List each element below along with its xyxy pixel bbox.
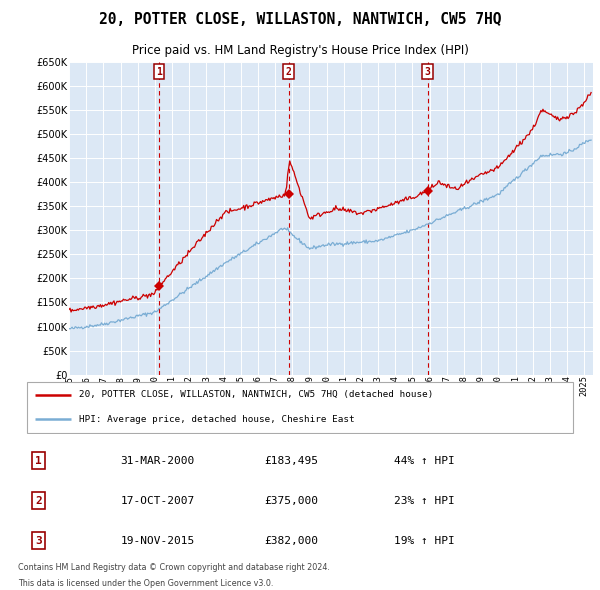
Text: £183,495: £183,495 — [265, 456, 319, 466]
Text: 44% ↑ HPI: 44% ↑ HPI — [394, 456, 455, 466]
Text: 3: 3 — [35, 536, 42, 546]
Text: £375,000: £375,000 — [265, 496, 319, 506]
Text: 19% ↑ HPI: 19% ↑ HPI — [394, 536, 455, 546]
Text: 2: 2 — [35, 496, 42, 506]
FancyBboxPatch shape — [27, 382, 573, 432]
Text: 2: 2 — [286, 67, 292, 77]
Text: 20, POTTER CLOSE, WILLASTON, NANTWICH, CW5 7HQ (detached house): 20, POTTER CLOSE, WILLASTON, NANTWICH, C… — [79, 391, 434, 399]
Text: 3: 3 — [425, 67, 431, 77]
Text: 1: 1 — [156, 67, 162, 77]
Text: Price paid vs. HM Land Registry's House Price Index (HPI): Price paid vs. HM Land Registry's House … — [131, 44, 469, 57]
Text: £382,000: £382,000 — [265, 536, 319, 546]
Text: 20, POTTER CLOSE, WILLASTON, NANTWICH, CW5 7HQ: 20, POTTER CLOSE, WILLASTON, NANTWICH, C… — [99, 12, 501, 27]
Text: This data is licensed under the Open Government Licence v3.0.: This data is licensed under the Open Gov… — [18, 579, 273, 588]
Text: 19-NOV-2015: 19-NOV-2015 — [121, 536, 195, 546]
Text: HPI: Average price, detached house, Cheshire East: HPI: Average price, detached house, Ches… — [79, 415, 355, 424]
Text: 23% ↑ HPI: 23% ↑ HPI — [394, 496, 455, 506]
Text: Contains HM Land Registry data © Crown copyright and database right 2024.: Contains HM Land Registry data © Crown c… — [18, 563, 329, 572]
Text: 17-OCT-2007: 17-OCT-2007 — [121, 496, 195, 506]
Text: 31-MAR-2000: 31-MAR-2000 — [121, 456, 195, 466]
Text: 1: 1 — [35, 456, 42, 466]
